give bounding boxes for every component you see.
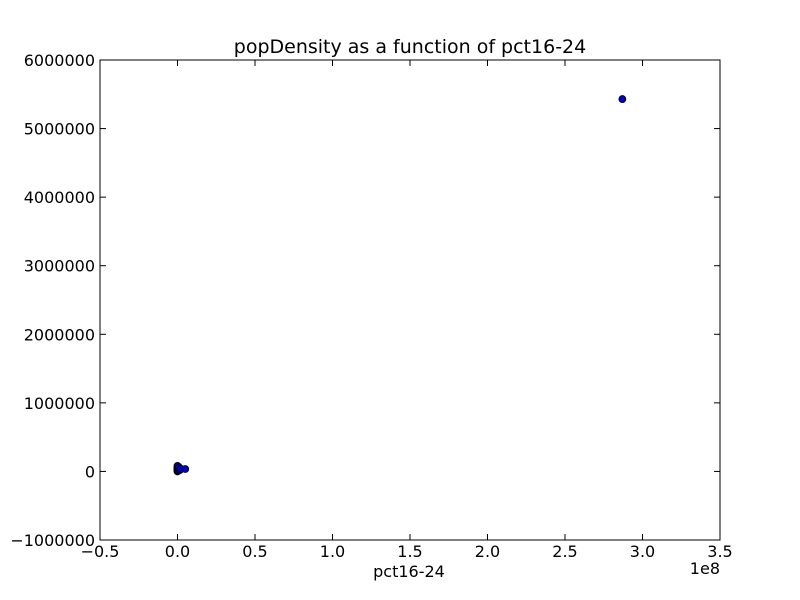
y-tick-label: 4000000: [24, 188, 95, 207]
x-tick-label: 1.0: [320, 542, 345, 561]
scatter-point: [181, 465, 190, 473]
y-tick-label: 6000000: [24, 51, 95, 70]
x-tick-label: 2.0: [475, 542, 500, 561]
x-tick-label: 0.5: [242, 542, 267, 561]
x-tick-label: 3.5: [707, 542, 732, 561]
scatter-point: [618, 95, 627, 103]
plot-frame: [99, 59, 721, 541]
x-tick-label: 2.5: [552, 542, 577, 561]
y-tick-label: 1000000: [24, 394, 95, 413]
ticks-layer: −0.5 0.0 0.5 1.0 1.5 2.0 2.5 3.0 3.5 −1000000 0 100…: [10, 51, 732, 561]
y-tick-label: 5000000: [24, 120, 95, 139]
x-tick-label: 0.0: [165, 542, 190, 561]
points-layer: [173, 95, 627, 476]
x-axis-label: pct16-24: [373, 562, 445, 581]
x-tick-label: 3.0: [630, 542, 655, 561]
x-axis-offset-label: 1e8: [690, 559, 720, 578]
x-tick-label: −0.5: [81, 542, 120, 561]
y-tick-label: −1000000: [10, 531, 95, 550]
chart-title: popDensity as a function of pct16-24: [234, 36, 586, 58]
y-tick-label: 2000000: [24, 325, 95, 344]
y-tick-label: 0: [85, 462, 95, 481]
x-tick-label: 1.5: [397, 542, 422, 561]
y-tick-label: 3000000: [24, 257, 95, 276]
